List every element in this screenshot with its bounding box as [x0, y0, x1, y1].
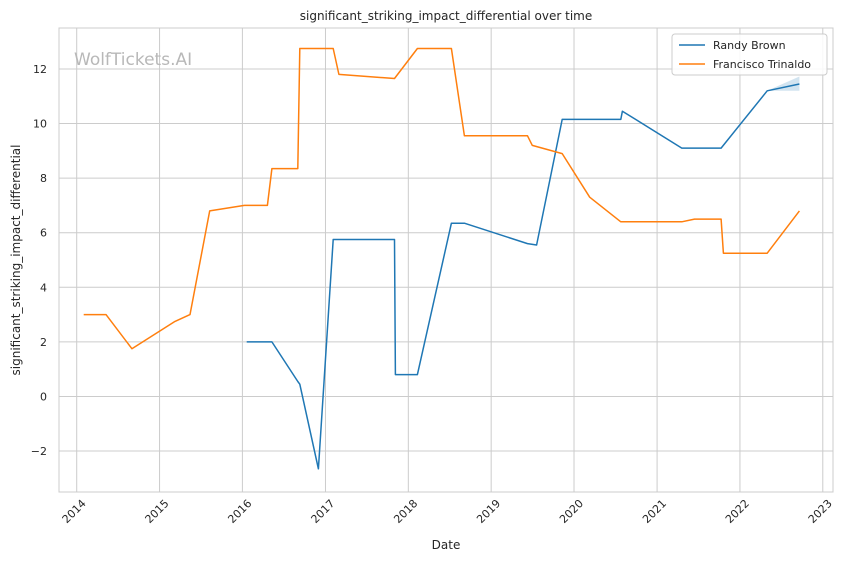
y-tick-label: 4 [40, 281, 47, 294]
legend-label-francisco-trinaldo: Francisco Trinaldo [713, 58, 811, 71]
x-axis-ticks: 2014 2015 2016 2017 2018 2019 2020 2021 2022 2023 [60, 497, 835, 526]
x-tick-label: 2022 [723, 497, 752, 526]
series-layer [83, 47, 800, 470]
x-tick-label: 2023 [806, 497, 835, 526]
y-tick-label: 8 [40, 172, 47, 185]
x-tick-label: 2020 [557, 497, 586, 526]
y-tick-label: 2 [40, 336, 47, 349]
y-tick-label: 0 [40, 390, 47, 403]
legend: Randy Brown Francisco Trinaldo [671, 33, 828, 76]
grid [59, 28, 833, 492]
series-line-randy-brown [246, 83, 800, 470]
y-axis-label: significant_striking_impact_differential [9, 145, 23, 376]
x-tick-label: 2016 [225, 497, 254, 526]
legend-box [671, 33, 828, 76]
x-tick-label: 2021 [640, 497, 669, 526]
y-tick-label: 6 [40, 227, 47, 240]
x-tick-label: 2015 [143, 497, 172, 526]
y-tick-label: 10 [33, 118, 47, 131]
x-tick-label: 2017 [309, 497, 338, 526]
x-tick-label: 2018 [391, 497, 420, 526]
series-line-francisco-trinaldo [83, 47, 800, 350]
y-axis-ticks: −2 0 2 4 6 8 10 12 [31, 63, 47, 458]
chart-title: significant_striking_impact_differential… [300, 9, 592, 23]
watermark: WolfTickets.AI [74, 50, 192, 70]
y-tick-label: −2 [31, 445, 47, 458]
y-tick-label: 12 [33, 63, 47, 76]
x-tick-label: 2014 [60, 497, 89, 526]
plot-frame [58, 27, 834, 493]
legend-label-randy-brown: Randy Brown [713, 39, 786, 52]
x-tick-label: 2019 [474, 497, 503, 526]
x-axis-label: Date [432, 538, 461, 552]
confidence-band [767, 76, 800, 91]
